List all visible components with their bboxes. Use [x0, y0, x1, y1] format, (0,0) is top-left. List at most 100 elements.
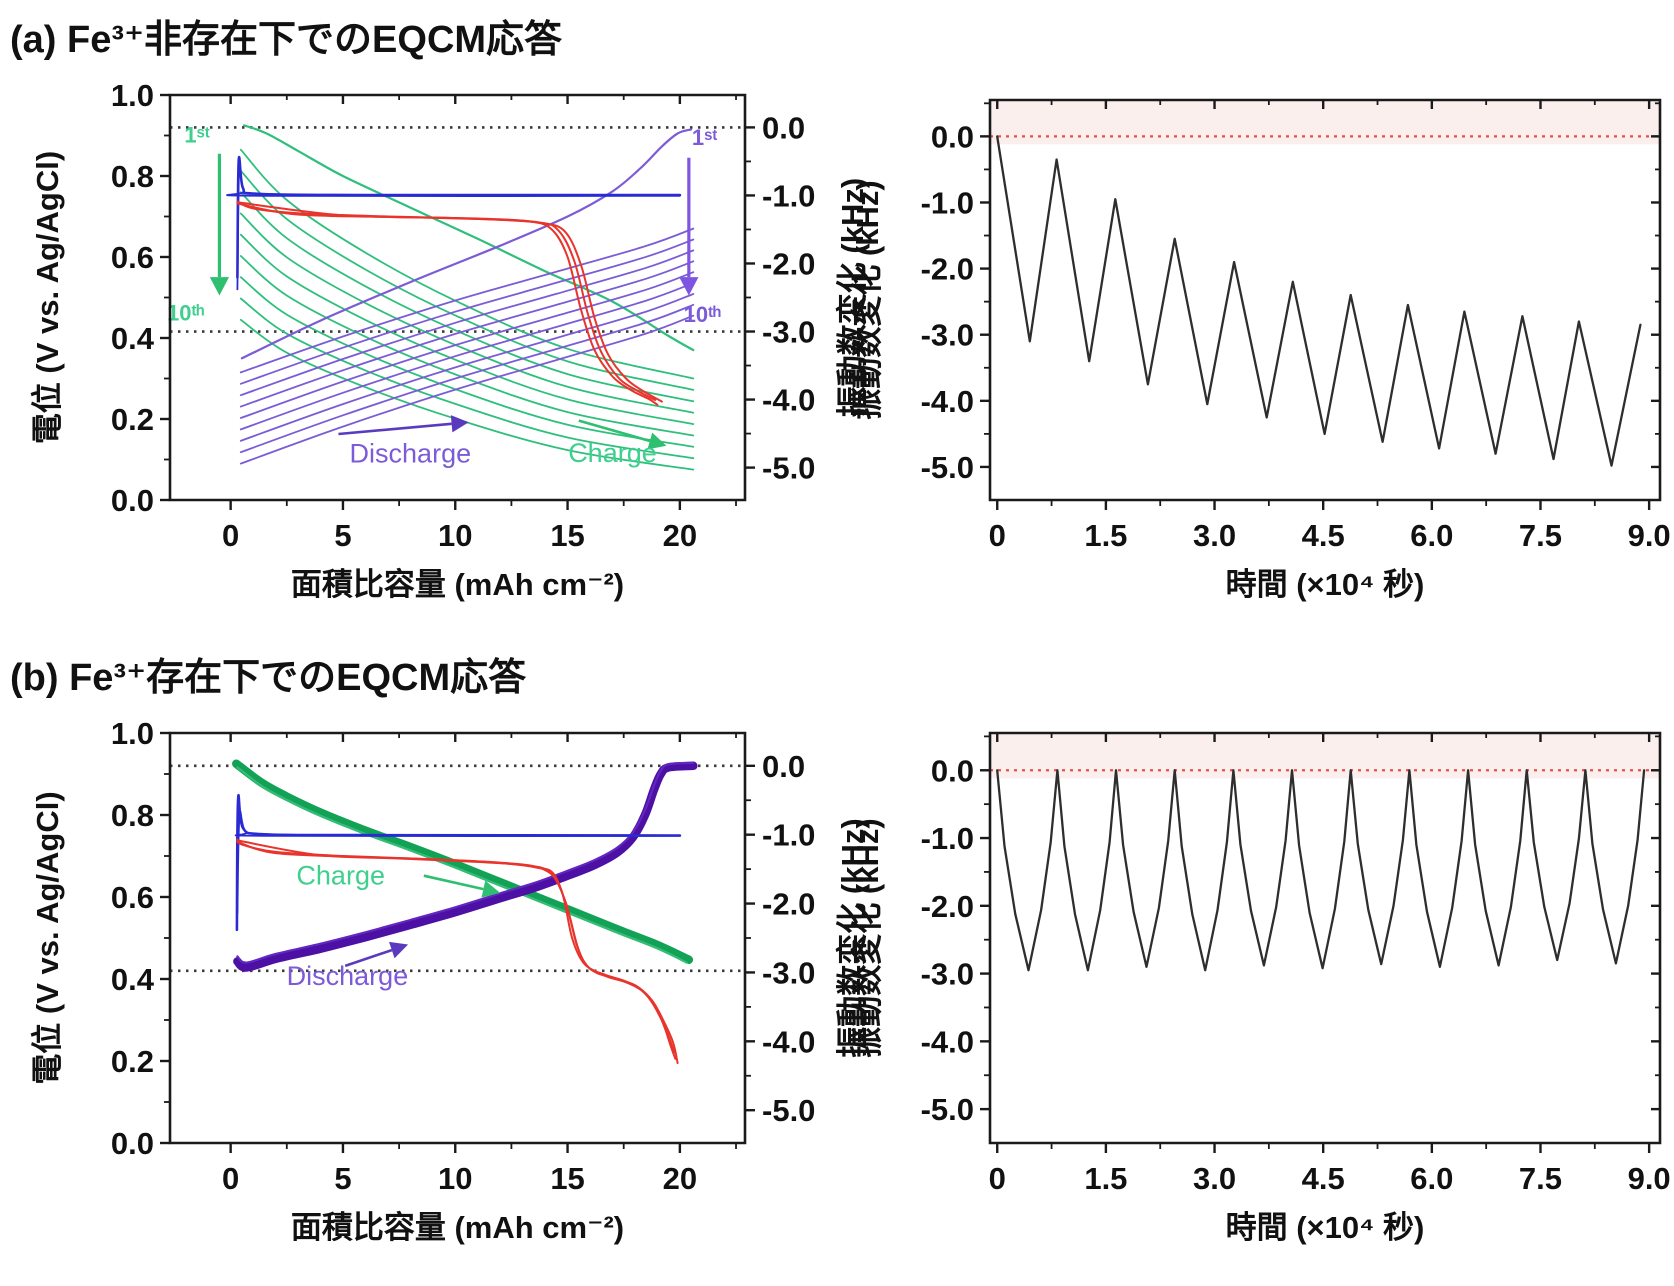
right-axis-title: 振動数変化 (kHz) [835, 818, 870, 1057]
y-tick-label: -3.0 [921, 318, 974, 353]
x-tick-label: 6.0 [1410, 518, 1453, 553]
right-axis-title: 振動数変化 (kHz) [835, 178, 870, 417]
annotation-arrow [578, 419, 651, 443]
annotation-text: 1ˢᵗ [184, 122, 210, 147]
annotation-arrowhead [450, 415, 469, 433]
series-charge-frequency-cycles-2-10 [239, 255, 695, 437]
series-discharge-frequency-cycles-2-10 [239, 249, 695, 397]
series-discharge-frequency-cycles-2-10 [239, 314, 695, 465]
panel-b-title: (b) Fe³⁺存在下でのEQCM応答 [10, 657, 527, 699]
chart-b-voltage-capacity: Charge Discharge 0 5 10 15 20 0.0 0.2 0.4 0.6 0.8 1.… [30, 716, 870, 1245]
right-tick-label: -3.0 [762, 315, 815, 350]
y-tick-label: -3.0 [921, 957, 974, 992]
right-tick-label: -4.0 [762, 383, 815, 418]
right-tick-label: -5.0 [762, 1093, 815, 1128]
y-tick-label: 0.0 [111, 1126, 154, 1161]
series-discharge-voltage-red-1 [236, 200, 659, 406]
annotation-text: 10ᵗʰ [684, 302, 721, 327]
y-tick-label: 0.0 [111, 483, 154, 518]
series-charge-voltage-blue-2 [226, 163, 681, 291]
right-tick-label: -5.0 [762, 451, 815, 486]
x-tick-label: 1.5 [1084, 518, 1127, 553]
x-tick-label: 6.0 [1410, 1161, 1453, 1196]
annotation-text: Charge [568, 438, 657, 468]
annotation-text: Charge [296, 861, 385, 891]
annotation-arrowhead [389, 941, 409, 959]
series-frequency-time-trace [996, 135, 1642, 467]
annotation-text: Discharge [287, 961, 409, 991]
series-charge-frequency-cycles-2-10 [239, 297, 695, 460]
x-tick-label: 20 [663, 518, 697, 553]
plot-frame [168, 731, 747, 1145]
annotation-arrowhead [481, 880, 501, 898]
right-tick-label: -1.0 [762, 818, 815, 853]
annotation-arrowhead [647, 432, 667, 450]
series-discharge-frequency-cycles-2-10 [239, 238, 695, 385]
x-tick-label: 10 [438, 518, 472, 553]
x-tick-label: 1.5 [1084, 1161, 1127, 1196]
plot-frame [988, 731, 1662, 1145]
x-tick-label: 7.5 [1519, 518, 1562, 553]
series-discharge-frequency-thick-purple-edge [236, 761, 695, 964]
series-charge-frequency-cycles-2-10 [239, 170, 695, 391]
series-discharge-frequency-thick-purple [233, 761, 698, 972]
y-tick-label: -5.0 [921, 1092, 974, 1127]
y-tick-label: 0.4 [111, 962, 155, 997]
panel-a-title: (a) Fe³⁺非存在下でのEQCM応答 [10, 19, 563, 61]
y-tick-label: -1.0 [921, 821, 974, 856]
x-tick-label: 0 [989, 518, 1006, 553]
y-tick-label: -1.0 [921, 185, 974, 220]
zero-band [990, 100, 1660, 145]
x-tick-label: 4.5 [1302, 1161, 1345, 1196]
x-tick-label: 4.5 [1302, 518, 1345, 553]
x-tick-label: 0 [222, 518, 239, 553]
series-discharge-frequency-cycles-2-10 [239, 293, 695, 442]
y-axis-title: 振動数変化 (kHz) [850, 818, 885, 1057]
series-discharge-frequency-cycle-1 [240, 128, 693, 360]
series-charge-frequency-cycles-2-10 [239, 318, 695, 471]
y-tick-label: 0.0 [931, 119, 974, 154]
right-tick-label: -2.0 [762, 887, 815, 922]
right-tick-label: -2.0 [762, 246, 815, 281]
series-charge-frequency-cycles-2-10 [239, 212, 695, 414]
y-tick-label: 1.0 [111, 78, 154, 113]
y-tick-label: -4.0 [921, 1024, 974, 1059]
chart-a-frequency-time: 0 1.5 3.0 4.5 6.0 7.5 9.0 0.0 -1.0 -2.0 -3.0 -4.0 -5… [850, 98, 1671, 602]
series-discharge-voltage-red-3 [236, 839, 676, 1054]
y-tick-label: -4.0 [921, 384, 974, 419]
y-tick-label: 0.2 [111, 402, 154, 437]
x-tick-label: 15 [550, 518, 584, 553]
annotation-text: Discharge [350, 439, 472, 469]
series-discharge-frequency-cycles-2-10 [239, 303, 695, 454]
x-tick-label: 9.0 [1628, 1161, 1671, 1196]
plot-frame [168, 93, 747, 502]
x-tick-label: 5 [334, 518, 351, 553]
annotation-arrowhead [209, 277, 230, 296]
x-tick-label: 5 [334, 1161, 351, 1196]
y-tick-label: 0.6 [111, 880, 154, 915]
x-tick-label: 10 [438, 1161, 472, 1196]
chart-a-voltage-capacity: 1ˢᵗ 10ᵗʰ 1ˢᵗ 10ᵗʰ Discharge Charge 0 5 10 15 20 0.0… [30, 78, 870, 602]
right-tick-label: -4.0 [762, 1024, 815, 1059]
series-charge-frequency-cycles-2-10 [239, 148, 695, 380]
annotation-arrow [344, 948, 393, 968]
x-tick-label: 7.5 [1519, 1161, 1562, 1196]
series-discharge-frequency-cycles-2-10 [239, 282, 695, 431]
x-tick-label: 15 [550, 1161, 584, 1196]
x-tick-label: 20 [663, 1161, 697, 1196]
x-axis-title: 面積比容量 (mAh cm⁻²) [291, 1210, 624, 1245]
x-tick-label: 9.0 [1628, 518, 1671, 553]
right-tick-label: 0.0 [762, 749, 805, 784]
x-axis-title: 面積比容量 (mAh cm⁻²) [291, 567, 624, 602]
y-axis-title: 電位 (V vs. Ag/AgCl) [30, 791, 65, 1084]
series-frequency-time-trace [996, 769, 1646, 972]
y-tick-label: -5.0 [921, 450, 974, 485]
series-charge-frequency-thick-green [232, 759, 694, 964]
annotation-text: 10ᵗʰ [167, 301, 204, 326]
right-tick-label: -3.0 [762, 955, 815, 990]
series-charge-frequency-thick-green-sheen [236, 766, 688, 964]
x-tick-label: 3.0 [1193, 1161, 1236, 1196]
right-tick-label: 0.0 [762, 110, 805, 145]
series-discharge-voltage-red-3 [236, 201, 657, 401]
